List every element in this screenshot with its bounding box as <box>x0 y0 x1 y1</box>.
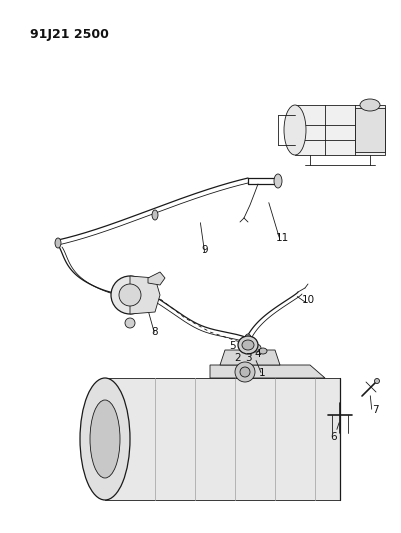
Ellipse shape <box>119 284 141 306</box>
Circle shape <box>235 362 254 382</box>
Text: 7: 7 <box>371 405 377 415</box>
Text: 6: 6 <box>330 432 336 442</box>
Text: 10: 10 <box>301 295 314 305</box>
Ellipse shape <box>244 334 251 346</box>
Text: 8: 8 <box>151 327 158 337</box>
Circle shape <box>239 367 249 377</box>
Ellipse shape <box>55 238 61 248</box>
Ellipse shape <box>111 276 149 314</box>
Polygon shape <box>354 108 384 152</box>
Text: 4: 4 <box>254 349 261 359</box>
Polygon shape <box>294 105 384 155</box>
Ellipse shape <box>237 336 257 354</box>
Text: 5: 5 <box>229 341 236 351</box>
Circle shape <box>125 318 135 328</box>
Ellipse shape <box>250 344 260 352</box>
Text: 11: 11 <box>275 233 288 243</box>
Text: 91J21 2500: 91J21 2500 <box>30 28 109 41</box>
Ellipse shape <box>241 340 253 350</box>
Text: 9: 9 <box>201 245 208 255</box>
Polygon shape <box>130 276 160 314</box>
Text: 1: 1 <box>258 368 265 378</box>
Ellipse shape <box>374 378 379 384</box>
Ellipse shape <box>359 99 379 111</box>
Ellipse shape <box>283 105 305 155</box>
Polygon shape <box>148 272 164 285</box>
Ellipse shape <box>258 348 266 354</box>
Text: 3: 3 <box>244 353 251 363</box>
Text: 2: 2 <box>234 353 241 363</box>
Polygon shape <box>209 365 324 378</box>
Ellipse shape <box>273 174 281 188</box>
Polygon shape <box>219 350 279 365</box>
Ellipse shape <box>152 210 158 220</box>
Ellipse shape <box>90 400 120 478</box>
Polygon shape <box>105 378 339 500</box>
Ellipse shape <box>80 378 130 500</box>
